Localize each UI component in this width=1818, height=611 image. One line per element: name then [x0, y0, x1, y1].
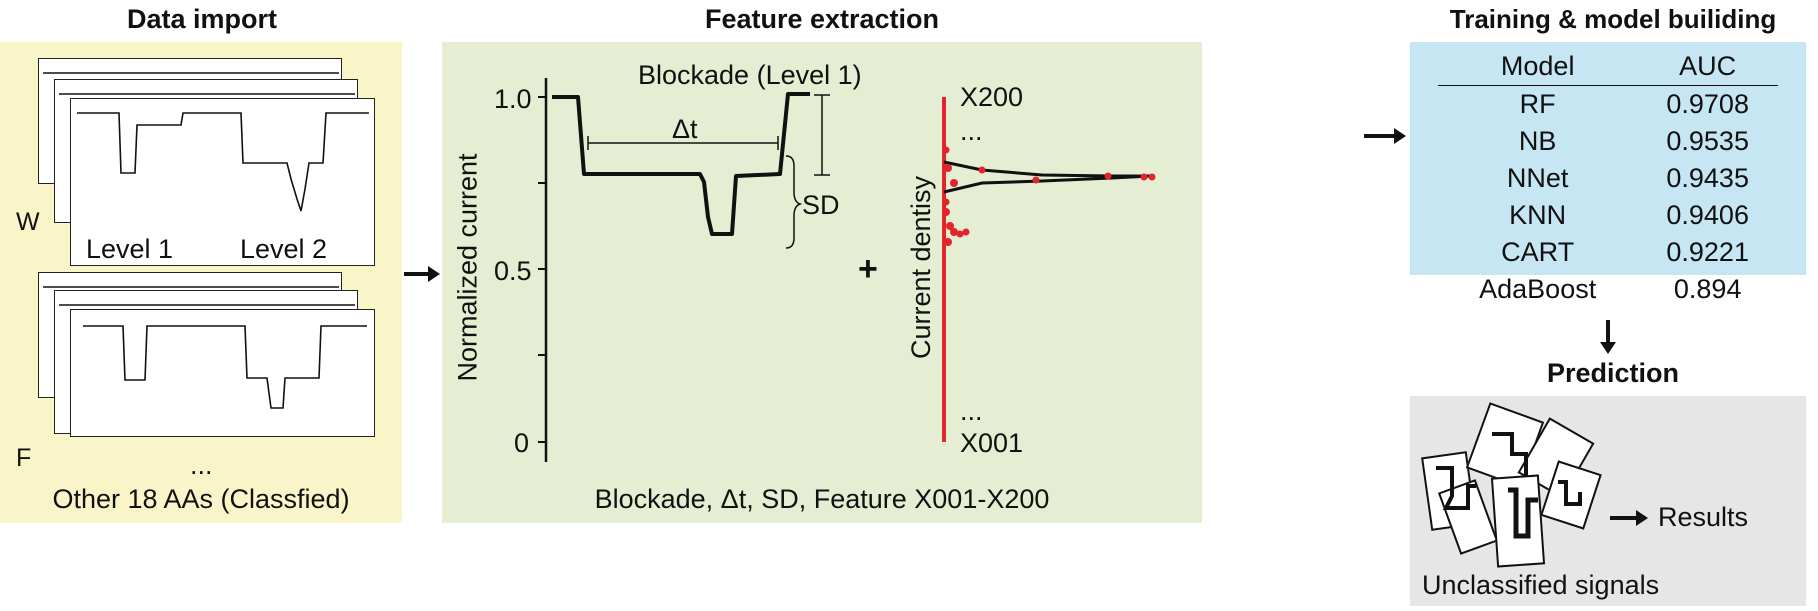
current-density-plot — [942, 97, 1156, 442]
ellipsis-top: ... — [960, 116, 983, 146]
auc-cell: 0.9708 — [1666, 89, 1749, 119]
model-cell: CART — [1501, 237, 1575, 267]
feature-extraction-panel: Normalized current 1.0 0.5 0 Blockade (L… — [442, 42, 1202, 523]
column-header-auc: AUC — [1679, 51, 1737, 81]
training-heading: Training & model builiding — [1449, 4, 1777, 34]
signal-traces — [1436, 432, 1582, 539]
auc-cell: 0.9435 — [1666, 163, 1749, 193]
auc-cell: 0.894 — [1673, 274, 1742, 304]
y-tick-1: 1.0 — [494, 84, 532, 114]
ellipsis: ... — [190, 450, 213, 480]
arrow-right-icon — [1610, 510, 1648, 526]
density-points — [942, 146, 1156, 246]
auc-cell: 0.9406 — [1666, 200, 1749, 230]
trace-plot — [77, 112, 369, 212]
model-cell: KNN — [1509, 200, 1567, 230]
auc-cell: 0.9535 — [1666, 126, 1749, 156]
level2-label: Level 2 — [240, 234, 328, 264]
sd-label: SD — [802, 190, 840, 220]
level1-label: Level 1 — [86, 234, 174, 264]
data-import-heading: Data import — [126, 4, 278, 34]
trace-plot — [59, 93, 355, 95]
trace-plot — [83, 325, 367, 409]
label-w: W — [16, 208, 40, 236]
feature-extraction-heading: Feature extraction — [704, 4, 940, 34]
trace-plot — [43, 286, 339, 288]
table-row: KNN 0.9406 — [1438, 197, 1778, 234]
arrow-right-icon — [1364, 128, 1406, 144]
unclassified-caption: Unclassified signals — [1422, 570, 1660, 600]
y-tick-0: 0 — [514, 428, 530, 458]
table-row: NB 0.9535 — [1438, 123, 1778, 160]
arrow-down-icon — [1600, 320, 1616, 354]
delta-t-label: Δt — [672, 114, 698, 144]
feature-x001: X001 — [960, 428, 1024, 458]
model-cell: NNet — [1506, 163, 1569, 193]
label-f: F — [16, 444, 32, 472]
table-row: RF 0.9708 — [1438, 86, 1778, 124]
trace-plot — [43, 72, 339, 74]
import-footer: Other 18 AAs (Classfied) — [52, 484, 350, 514]
trace-plot — [59, 304, 355, 306]
ellipsis-bottom: ... — [960, 396, 983, 426]
auc-cell: 0.9221 — [1666, 237, 1749, 267]
data-import-panel: W Level 1 Level 2 F ... Other 18 AAs (Cl… — [0, 42, 402, 523]
plot-title: Blockade (Level 1) — [638, 60, 862, 90]
prediction-panel: Results Unclassified signals — [1410, 396, 1806, 606]
trace-card-f-front[interactable] — [70, 309, 375, 437]
auc-table: Model AUC RF 0.9708 NB 0.9535 NNet 0.9435 K… — [1438, 48, 1778, 308]
feature-footer: Blockade, Δt, SD, Feature X001-X200 — [594, 484, 1050, 514]
feature-x200: X200 — [960, 82, 1024, 112]
model-cell: NB — [1518, 126, 1557, 156]
table-row: NNet 0.9435 — [1438, 160, 1778, 197]
y-tick-0-5: 0.5 — [494, 256, 532, 286]
model-cell: AdaBoost — [1479, 274, 1597, 304]
table-header-row: Model AUC — [1438, 48, 1778, 86]
column-header-model: Model — [1500, 51, 1575, 81]
prediction-heading: Prediction — [1546, 358, 1680, 388]
table-row: CART 0.9221 — [1438, 234, 1778, 271]
plus-sign: + — [858, 250, 878, 288]
model-cell: RF — [1519, 89, 1556, 119]
blockade-trace-plot — [538, 78, 830, 462]
arrow-right-icon — [404, 266, 440, 282]
training-panel: Model AUC RF 0.9708 NB 0.9535 NNet 0.9435 K… — [1410, 42, 1806, 304]
trace-card-w-front[interactable] — [70, 98, 375, 266]
results-label: Results — [1658, 502, 1749, 532]
table-row: AdaBoost 0.894 — [1438, 271, 1778, 308]
